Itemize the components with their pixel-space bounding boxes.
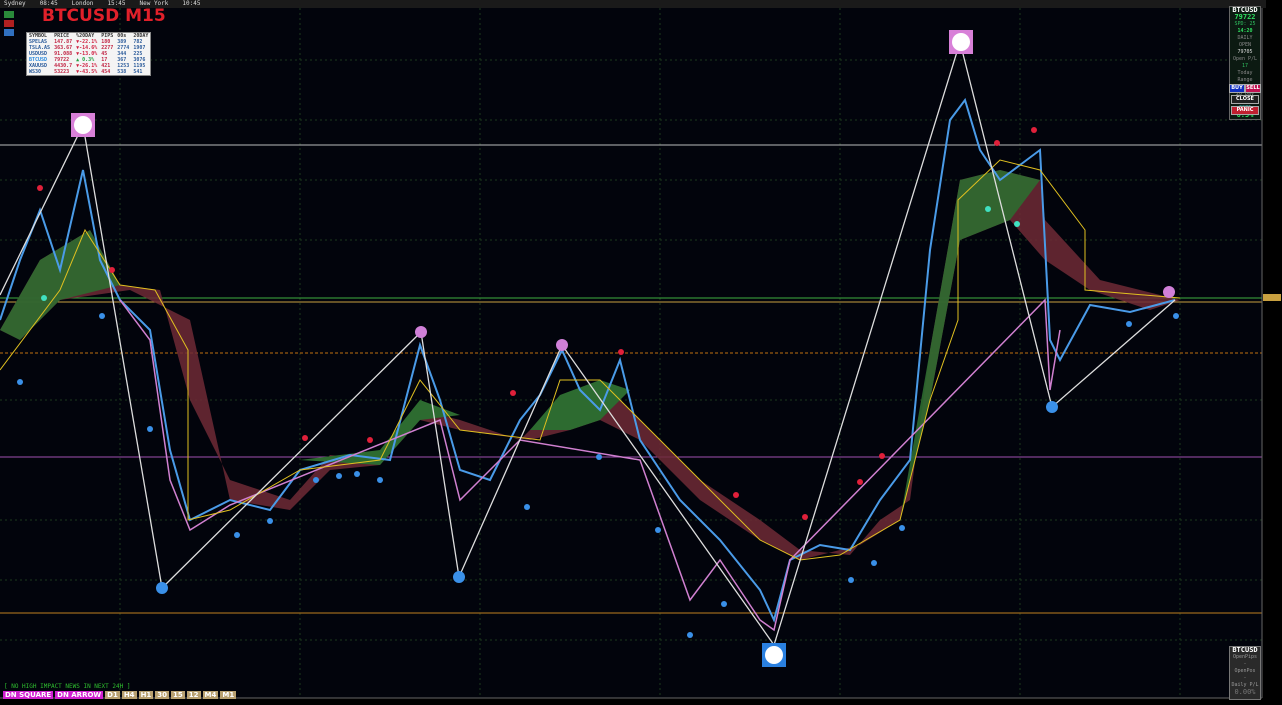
watchlist-cell: SPELAS [29, 39, 48, 45]
account-open-pos: - [1243, 675, 1247, 681]
account-open-pips-label: OpenPips [1232, 654, 1258, 660]
watchlist-cell: 1195 [133, 63, 146, 69]
header-cell: SYMBOL [29, 33, 48, 39]
timeframe-button[interactable]: DN ARROW [55, 691, 104, 699]
watchlist-cell: USDUSD [29, 51, 48, 57]
account-daily-pl: 0.00% [1234, 688, 1256, 696]
timeframe-button[interactable]: 12 [186, 691, 201, 699]
watchlist-cell: ▲ 0.3% [76, 57, 95, 63]
news-line: [ NO HIGH IMPACT NEWS IN NEXT 24H ] [4, 683, 131, 690]
watchlist-cell: ▼-22.1% [76, 39, 98, 45]
account-daily-pl-label: Daily P/L [1231, 682, 1259, 688]
info-open-label: Open P/L [1232, 56, 1258, 62]
info-change: 0.5% [1236, 111, 1254, 119]
tool-button[interactable] [4, 11, 14, 18]
timeframe-bar: DN SQUARE DN ARROW D1 H4 H1 30 15 12 M4 M1 [3, 691, 237, 699]
watchlist-cell: 4430.7 [54, 63, 73, 69]
watchlist-cell: 344 [117, 51, 127, 57]
watchlist-cell: 421 [101, 63, 111, 69]
account-open-pips: - [1243, 661, 1247, 667]
watchlist-cell: 541 [133, 69, 143, 75]
info-price: 79722 [1234, 13, 1256, 21]
watchlist-cell: 17 [101, 57, 108, 63]
timeframe-button[interactable]: H4 [121, 691, 137, 699]
watchlist-cell: ▼-13.0% [76, 51, 98, 57]
watchlist-cell: 389 [117, 39, 127, 45]
info-symbol: BTCUSD [1232, 6, 1258, 14]
watchlist-row: WS30 53223 ▼-43.5% 454 538 541 [27, 69, 151, 76]
watchlist-cell: ▼-43.5% [76, 69, 98, 75]
timeframe-button[interactable]: M4 [202, 691, 219, 699]
watchlist-row: USDUSD 91.088 ▼-13.0% 45 344 225 [27, 51, 151, 57]
watchlist-cell: ▼-14.6% [76, 45, 98, 51]
header-cell: 00s [117, 33, 127, 39]
timeframe-button[interactable]: DN SQUARE [3, 691, 54, 699]
watchlist-cell: 538 [117, 69, 127, 75]
watchlist-row: XAUUSD 4430.7 ▼-26.1% 421 1253 1195 [27, 63, 151, 69]
watchlist-cell: 782 [133, 39, 143, 45]
trade-button[interactable]: PANIC [1231, 106, 1259, 115]
info-daily-open-label: DAILY OPEN [1237, 35, 1253, 48]
timeframe-button[interactable]: 30 [155, 691, 170, 699]
clock-city: New York [139, 0, 169, 7]
header-cell: PIPS [101, 33, 114, 39]
watchlist-cell: TSLA.AS [29, 45, 51, 51]
info-daily-open: 79705 [1237, 49, 1253, 55]
tool-button[interactable] [4, 29, 14, 36]
trade-button[interactable]: BUY [1229, 84, 1245, 93]
timeframe-button[interactable]: D1 [105, 691, 120, 699]
watchlist-cell: 45 [101, 51, 108, 57]
watchlist: SYMBOL PRICE %20DAY PIPS 00s 20DAY SPELAS 147.8… [26, 32, 152, 76]
trade-button[interactable]: SELL [1245, 84, 1261, 93]
info-open-value: 17 [1241, 63, 1249, 69]
session-clocks: Sydney 08:45 London 15:45 New York 10:45 [0, 0, 1266, 8]
timeframe-button[interactable]: M1 [220, 691, 237, 699]
watchlist-header: SYMBOL PRICE %20DAY PIPS 00s 20DAY [27, 33, 151, 40]
watchlist-cell: XAUUSD [29, 63, 48, 69]
account-panel: BTCUSD OpenPips - OpenPos - Daily P/L 0.00% [1229, 646, 1261, 700]
watchlist-cell: 180 [101, 39, 111, 45]
watchlist-row: SPELAS 147.87 ▼-22.1% 180 389 782 [27, 39, 151, 45]
watchlist-cell: WS30 [29, 69, 42, 75]
watchlist-cell: 2774 [117, 45, 130, 51]
watchlist-cell: BTCUSD [29, 57, 48, 63]
clock-city: London [71, 0, 94, 7]
watchlist-cell: 2277 [101, 45, 114, 51]
info-today-range-label: Today Range [1237, 70, 1253, 83]
chart-title: BTCUSD M15 [42, 6, 166, 26]
account-symbol: BTCUSD [1232, 646, 1258, 654]
watchlist-cell: 1907 [133, 45, 146, 51]
clock-city: Sydney [4, 0, 26, 7]
clock-time: 10:45 [182, 0, 201, 7]
watchlist-cell: 91.088 [54, 51, 73, 57]
header-cell: %20DAY [76, 33, 95, 39]
watchlist-row: BTCUSD 79722 ▲ 0.3% 17 367 3076 [27, 57, 151, 63]
account-open-pos-label: OpenPos [1234, 668, 1256, 674]
watchlist-cell: 79722 [54, 57, 70, 63]
header-cell: PRICE [54, 33, 70, 39]
watchlist-cell: 147.87 [54, 39, 73, 45]
clock-time: 08:45 [39, 0, 58, 7]
watchlist-cell: 363.67 [54, 45, 73, 51]
watchlist-cell: 367 [117, 57, 127, 63]
clock-time: 15:45 [107, 0, 126, 7]
watchlist-cell: 225 [133, 51, 143, 57]
timeframe-button[interactable]: 15 [171, 691, 185, 699]
watchlist-cell: 53223 [54, 69, 70, 75]
watchlist-cell: ▼-26.1% [76, 63, 98, 69]
trade-button[interactable]: CLOSE [1231, 95, 1259, 104]
watchlist-cell: 3076 [133, 57, 146, 63]
timeframe-button[interactable]: H1 [138, 691, 154, 699]
header-cell: 20DAY [133, 33, 149, 39]
watchlist-row: TSLA.AS 363.67 ▼-14.6% 2277 2774 1907 [27, 45, 151, 51]
watchlist-cell: 1253 [117, 63, 130, 69]
tool-button[interactable] [4, 20, 14, 27]
info-spread: SPD: 25 [1234, 21, 1256, 27]
info-timer: 14:20 [1237, 28, 1253, 34]
watchlist-cell: 454 [101, 69, 111, 75]
